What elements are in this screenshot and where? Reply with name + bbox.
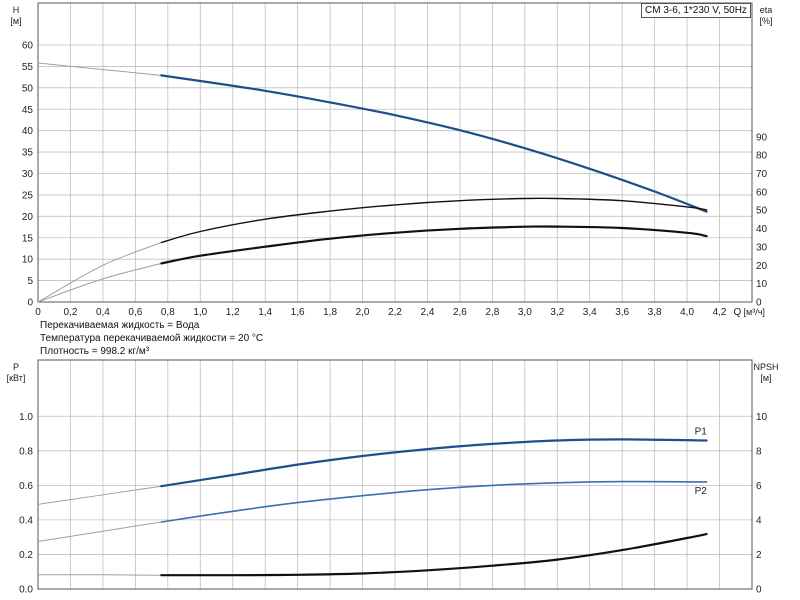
x-tick: 1,8: [323, 307, 337, 318]
y-right-tick: 20: [756, 261, 768, 272]
y-left-unit: [м]: [10, 16, 21, 26]
y-left-tick: 0.4: [19, 515, 33, 526]
eta-lower-extrapolated: [37, 262, 162, 303]
p1-curve: [160, 438, 708, 488]
y-left-tick: 0.8: [19, 446, 33, 457]
y-left-tick: 25: [22, 190, 34, 201]
p1-extrapolated: [37, 485, 162, 505]
plot-frame: [37, 359, 753, 590]
y-right-unit: [%]: [759, 16, 772, 26]
y-right-tick: 60: [756, 187, 768, 198]
plot-frame: [37, 2, 753, 303]
x-tick: 2,8: [485, 307, 499, 318]
x-tick: 3,6: [615, 307, 629, 318]
y-right-tick: 10: [756, 279, 768, 290]
y-left-tick: 15: [22, 233, 34, 244]
head-curve: [160, 74, 708, 213]
p1-label: P1: [695, 426, 708, 437]
y-left-tick: 55: [22, 62, 34, 73]
y-left-tick: 10: [22, 255, 34, 266]
fluid-info: Перекачиваемая жидкость = Вода: [40, 320, 200, 331]
y-right-tick: 0: [756, 585, 762, 596]
x-tick: 3,4: [583, 307, 597, 318]
y-left-tick: 0.2: [19, 550, 33, 561]
p2-extrapolated: [37, 521, 162, 542]
y-right-tick: 4: [756, 515, 762, 526]
x-tick: 0,2: [64, 307, 78, 318]
y-left-tick: 30: [22, 169, 34, 180]
x-tick: 2,6: [453, 307, 467, 318]
y-right-unit: [м]: [760, 373, 771, 383]
x-tick: 0: [35, 307, 41, 318]
y-right-tick: 0: [756, 298, 762, 309]
x-tick: 2,0: [356, 307, 370, 318]
y-right-tick: 40: [756, 224, 768, 235]
eta-lower-curve: [160, 225, 708, 265]
y-left-label: P: [13, 362, 19, 372]
y-right-tick: 80: [756, 151, 768, 162]
x-tick: 4,2: [713, 307, 727, 318]
x-tick: 3,8: [648, 307, 662, 318]
y-right-tick: 6: [756, 481, 762, 492]
y-left-tick: 0.6: [19, 481, 33, 492]
head-extrapolated: [37, 62, 162, 76]
y-right-tick: 30: [756, 242, 768, 253]
y-left-tick: 1.0: [19, 412, 33, 423]
y-right-label: NPSH: [753, 362, 778, 372]
x-axis-label: Q: [734, 307, 742, 318]
x-tick: 1,6: [291, 307, 305, 318]
y-right-tick: 50: [756, 206, 768, 217]
y-right-tick: 10: [756, 412, 768, 423]
y-left-tick: 35: [22, 148, 34, 159]
pump-model-label: CM 3-6, 1*230 V, 50Hz: [641, 3, 751, 18]
density-info: Плотность = 998.2 кг/м³: [40, 346, 150, 357]
eta-upper-extrapolated: [37, 242, 162, 303]
y-left-tick: 0: [27, 298, 33, 309]
p2-curve: [160, 480, 708, 523]
y-right-label: eta: [760, 5, 773, 15]
x-tick: 1,0: [193, 307, 207, 318]
y-left-label: H: [13, 5, 20, 15]
x-tick: 2,2: [388, 307, 402, 318]
y-left-tick: 60: [22, 41, 34, 52]
x-tick: 3,0: [518, 307, 532, 318]
y-left-tick: 5: [27, 276, 33, 287]
y-right-tick: 70: [756, 169, 768, 180]
y-left-unit: [кВт]: [7, 373, 26, 383]
y-left-tick: 0.0: [19, 585, 33, 596]
y-right-tick: 2: [756, 550, 762, 561]
x-tick: 0,8: [161, 307, 175, 318]
y-left-tick: 45: [22, 105, 34, 116]
x-tick: 0,6: [128, 307, 142, 318]
p2-label: P2: [695, 486, 708, 497]
x-tick: 1,2: [226, 307, 240, 318]
x-axis-unit: [м³/ч]: [744, 307, 765, 317]
x-tick: 4,0: [680, 307, 694, 318]
y-left-tick: 40: [22, 126, 34, 137]
x-tick: 2,4: [421, 307, 435, 318]
npsh-curve: [160, 533, 708, 577]
y-left-tick: 20: [22, 212, 34, 223]
y-right-tick: 90: [756, 132, 768, 143]
x-tick: 3,2: [550, 307, 564, 318]
y-left-tick: 50: [22, 83, 34, 94]
x-tick: 0,4: [96, 307, 110, 318]
y-right-tick: 8: [756, 446, 762, 457]
temperature-info: Температура перекачиваемой жидкости = 20…: [40, 333, 264, 344]
eta-upper-curve: [160, 197, 708, 244]
x-tick: 1,4: [258, 307, 272, 318]
